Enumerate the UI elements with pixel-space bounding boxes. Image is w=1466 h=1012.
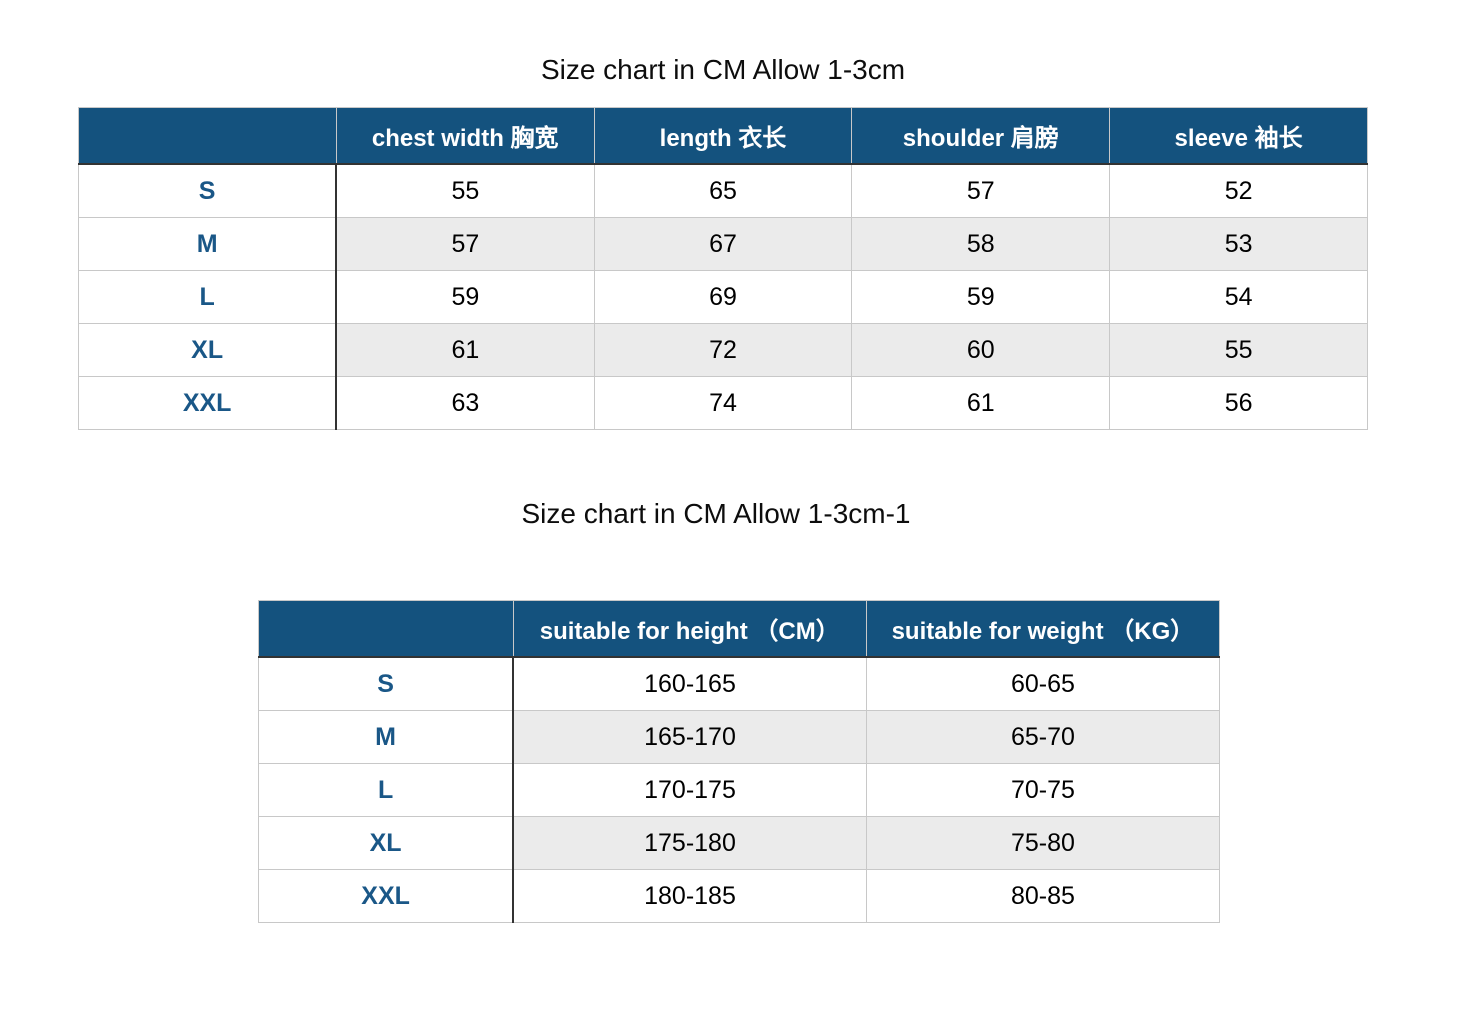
size-value-cell: 175-180 xyxy=(512,816,867,870)
size-value-cell: 57 xyxy=(335,217,595,271)
size-chart-title-2: Size chart in CM Allow 1-3cm-1 xyxy=(521,498,911,529)
size-value-cell: 170-175 xyxy=(512,763,867,817)
size-row-label: L xyxy=(78,270,338,324)
size-chart-table-2-section: suitable for height （CM） suitable for wei… xyxy=(258,600,1221,923)
size-chart-title-1: Size chart in CM Allow 1-3cm xyxy=(540,54,906,85)
size-value-cell: 69 xyxy=(593,270,853,324)
size-value-cell: 58 xyxy=(851,217,1111,271)
size-chart-table-1: chest width 胸宽 length 衣长 shoulder 肩膀 sleeve… xyxy=(78,107,1368,430)
size-value-cell: 60 xyxy=(851,323,1111,377)
size-value-cell: 67 xyxy=(593,217,853,271)
size-value-cell: 61 xyxy=(335,323,595,377)
size-row-label: XXL xyxy=(258,869,515,923)
size-value-cell: 165-170 xyxy=(512,710,867,764)
table-row: XL 175-180 75-80 xyxy=(258,816,1221,870)
column-header: length 衣长 xyxy=(593,107,853,165)
table-row: L 59 69 59 54 xyxy=(78,270,1368,324)
size-chart-table-1-section: chest width 胸宽 length 衣长 shoulder 肩膀 sleeve… xyxy=(78,107,1368,430)
header-row: chest width 胸宽 length 衣长 shoulder 肩膀 sleeve… xyxy=(78,107,1368,165)
size-value-cell: 160-165 xyxy=(512,656,867,711)
size-value-cell: 60-65 xyxy=(865,656,1221,711)
size-value-cell: 53 xyxy=(1109,217,1368,271)
corner-header-cell xyxy=(258,600,514,658)
size-value-cell: 59 xyxy=(335,270,595,324)
corner-header-cell xyxy=(78,107,337,165)
size-value-cell: 65 xyxy=(593,163,853,218)
table-row: S 55 65 57 52 xyxy=(78,163,1368,218)
size-value-cell: 63 xyxy=(335,376,595,430)
size-chart-table-2: suitable for height （CM） suitable for wei… xyxy=(258,600,1221,923)
column-header: suitable for height （CM） xyxy=(512,600,867,658)
size-row-label: XL xyxy=(78,323,338,377)
table-row: M 165-170 65-70 xyxy=(258,710,1221,764)
size-row-label: S xyxy=(78,163,338,218)
size-row-label: M xyxy=(78,217,338,271)
size-row-label: XL xyxy=(258,816,515,870)
size-value-cell: 180-185 xyxy=(512,869,867,923)
size-value-cell: 55 xyxy=(335,163,595,218)
size-value-cell: 52 xyxy=(1109,163,1368,218)
size-value-cell: 70-75 xyxy=(865,763,1221,817)
column-header: suitable for weight （KG） xyxy=(865,600,1221,658)
size-row-label: XXL xyxy=(78,376,338,430)
size-value-cell: 75-80 xyxy=(865,816,1221,870)
size-value-cell: 80-85 xyxy=(865,869,1221,923)
size-value-cell: 61 xyxy=(851,376,1111,430)
table-row: S 160-165 60-65 xyxy=(258,656,1221,711)
table-row: L 170-175 70-75 xyxy=(258,763,1221,817)
size-row-label: M xyxy=(258,710,515,764)
table-row: M 57 67 58 53 xyxy=(78,217,1368,271)
column-header: sleeve 袖长 xyxy=(1109,107,1368,165)
size-value-cell: 72 xyxy=(593,323,853,377)
size-row-label: L xyxy=(258,763,515,817)
table-row: XXL 63 74 61 56 xyxy=(78,376,1368,430)
size-row-label: S xyxy=(258,656,515,711)
size-value-cell: 57 xyxy=(851,163,1111,218)
size-value-cell: 59 xyxy=(851,270,1111,324)
table-row: XXL 180-185 80-85 xyxy=(258,869,1221,923)
column-header: chest width 胸宽 xyxy=(335,107,595,165)
size-value-cell: 56 xyxy=(1109,376,1368,430)
column-header: shoulder 肩膀 xyxy=(851,107,1111,165)
size-value-cell: 74 xyxy=(593,376,853,430)
size-value-cell: 65-70 xyxy=(865,710,1221,764)
table-row: XL 61 72 60 55 xyxy=(78,323,1368,377)
size-value-cell: 55 xyxy=(1109,323,1368,377)
size-value-cell: 54 xyxy=(1109,270,1368,324)
header-row: suitable for height （CM） suitable for wei… xyxy=(258,600,1221,658)
